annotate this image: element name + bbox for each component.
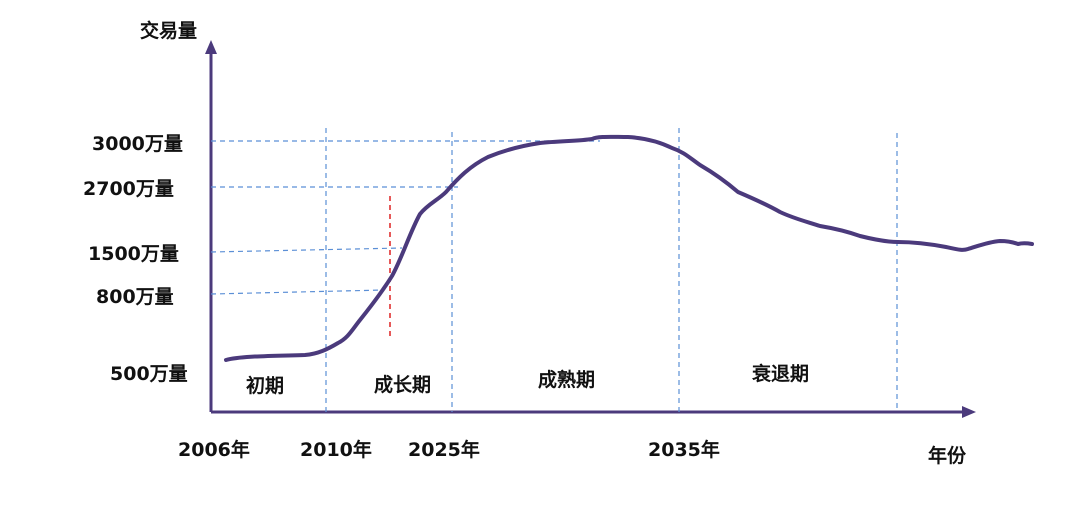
y-tick-label: 3000万量 [92,133,183,155]
y-axis-arrow [205,40,217,54]
guide-h-1500 [210,247,403,253]
y-tick-label: 1500万量 [88,243,179,265]
x-axis-arrow [962,406,976,418]
phase-label-mature: 成熟期 [538,368,595,391]
y-tick-label: 800万量 [96,286,174,308]
phase-label-decline: 衰退期 [751,362,809,385]
x-tick-label: 2025年 [408,438,480,461]
phase-label-growth: 成长期 [374,373,431,396]
y-tick-label: 500万量 [110,363,188,385]
x-tick-label: 2006年 [178,438,250,461]
guide-h-800 [210,289,385,295]
x-tick-label: 2010年 [300,438,372,461]
x-tick-label: 2035年 [648,438,720,461]
y-tick-label: 2700万量 [83,178,174,200]
y-axis-title: 交易量 [140,19,197,42]
x-axis-title: 年份 [928,444,967,467]
lifecycle-curve [224,134,1034,362]
phase-label-initial: 初期 [246,374,284,397]
